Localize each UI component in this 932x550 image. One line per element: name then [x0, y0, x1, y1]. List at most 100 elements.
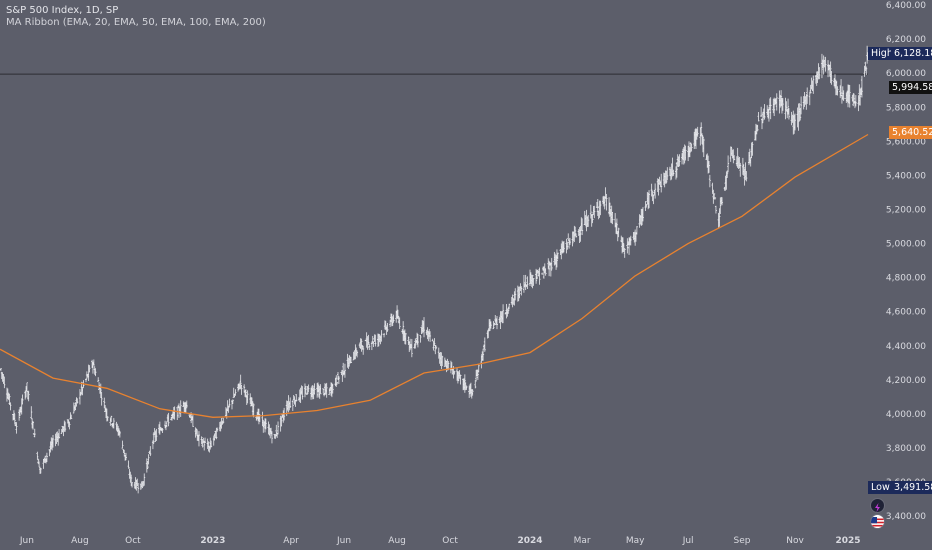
ohlc-bar: [368, 343, 371, 351]
ohlc-bar: [316, 383, 319, 398]
ohlc-bar: [775, 93, 778, 111]
ohlc-bar: [532, 278, 535, 286]
ohlc-bar: [356, 350, 359, 358]
us-flag-icon[interactable]: [870, 514, 885, 529]
ohlc-bar: [161, 427, 164, 434]
ohlc-bar: [433, 338, 436, 346]
ohlc-bar: [336, 382, 339, 385]
ohlc-bar: [787, 108, 790, 120]
ohlc-bar: [27, 390, 30, 402]
ohlc-bar: [410, 338, 413, 358]
y-tick-label: 5,800.00: [886, 103, 926, 113]
ohlc-bar: [350, 356, 353, 363]
ohlc-bar: [524, 274, 527, 291]
ohlc-bar: [246, 390, 249, 404]
ohlc-bar: [853, 94, 856, 104]
ohlc-bar: [739, 162, 742, 177]
ohlc-bar: [70, 414, 73, 420]
y-tick-label: 6,200.00: [886, 35, 926, 45]
ohlc-bar: [13, 413, 16, 425]
ohlc-bar: [85, 378, 88, 383]
ohlc-bar: [32, 421, 35, 430]
ohlc-bar: [544, 268, 547, 276]
ohlc-bar: [337, 376, 340, 385]
ohlc-bar: [629, 235, 632, 246]
ohlc-bar: [201, 439, 204, 448]
ohlc-bar: [121, 440, 124, 449]
y-tick-label: 4,000.00: [886, 410, 926, 420]
ohlc-bar: [684, 145, 687, 161]
x-tick-label: Jun: [336, 536, 351, 546]
ohlc-bar: [176, 407, 179, 421]
ohlc-bar: [675, 162, 678, 178]
ohlc-bar: [666, 167, 669, 181]
ohlc-bar: [859, 88, 862, 106]
ohlc-bar: [495, 316, 498, 330]
ohlc-bar: [556, 252, 559, 260]
ohlc-bar: [398, 317, 401, 330]
ohlc-bar: [562, 241, 565, 253]
ohlc-bar: [68, 421, 71, 430]
y-tick-label: 5,600.00: [886, 137, 926, 147]
ohlc-bar: [130, 474, 133, 487]
ohlc-bar: [33, 428, 36, 438]
ohlc-bar: [367, 334, 370, 345]
ohlc-bar: [605, 194, 608, 211]
ohlc-bar: [477, 364, 480, 373]
ohlc-bar: [761, 111, 764, 124]
x-tick-label: 2024: [517, 536, 542, 546]
lightning-icon[interactable]: [870, 498, 885, 513]
ohlc-bar: [131, 482, 134, 488]
ohlc-bar: [18, 409, 21, 421]
ohlc-bar: [555, 249, 558, 268]
ohlc-bar: [0, 371, 3, 380]
ohlc-bar: [289, 397, 292, 408]
time-axis[interactable]: Jun Aug Oct 2023 Apr Jun Aug Oct 2024 Mar May Jul Se…: [19, 536, 861, 546]
ohlc-bar: [482, 348, 485, 361]
ohlc-bar: [702, 138, 705, 158]
ohlc-bar: [240, 384, 243, 395]
ohlc-bar: [197, 431, 200, 447]
ohlc-bar: [313, 383, 316, 395]
ohlc-bar: [489, 321, 492, 329]
ohlc-bar: [291, 400, 294, 411]
ohlc-bar: [599, 200, 602, 216]
ohlc-bar: [672, 169, 675, 176]
ohlc-bar: [696, 126, 699, 137]
x-tick-label: Apr: [283, 536, 299, 546]
ohlc-bar: [531, 274, 534, 289]
y-tick-label: 4,600.00: [886, 308, 926, 318]
ohlc-bar: [575, 233, 578, 238]
ohlc-bar: [603, 196, 606, 210]
ohlc-bar: [392, 314, 395, 323]
ohlc-bar: [690, 144, 693, 152]
ohlc-bar: [264, 418, 267, 430]
ohlc-bar: [727, 155, 730, 173]
x-tick-label: Oct: [125, 536, 141, 546]
ohlc-bar: [307, 384, 310, 393]
ohlc-bar: [579, 225, 582, 242]
ohlc-bar: [535, 270, 538, 280]
ohlc-bar: [818, 67, 821, 80]
ohlc-bar: [459, 374, 462, 385]
ohlc-bar: [593, 205, 596, 219]
ohlc-bar: [216, 427, 219, 432]
ohlc-bar: [88, 365, 91, 373]
ohlc-bar: [303, 383, 306, 398]
ohlc-bar: [36, 451, 39, 460]
ohlc-bar: [191, 413, 194, 427]
ohlc-bar: [714, 197, 717, 200]
ohlc-bar: [280, 416, 283, 427]
ohlc-bar: [714, 205, 717, 214]
ohlc-bar: [419, 335, 422, 343]
x-tick-label: Aug: [388, 536, 406, 546]
ohlc-bar: [124, 452, 127, 461]
ohlc-bar: [689, 142, 692, 152]
ohlc-bar: [222, 417, 225, 424]
ohlc-bar: [538, 267, 541, 285]
chart-legend: S&P 500 Index, 1D, SP MA Ribbon (EMA, 20…: [6, 5, 266, 29]
ohlc-bar: [325, 382, 328, 398]
low-label-badge: Low: [868, 481, 893, 494]
ohlc-bar: [319, 384, 322, 395]
